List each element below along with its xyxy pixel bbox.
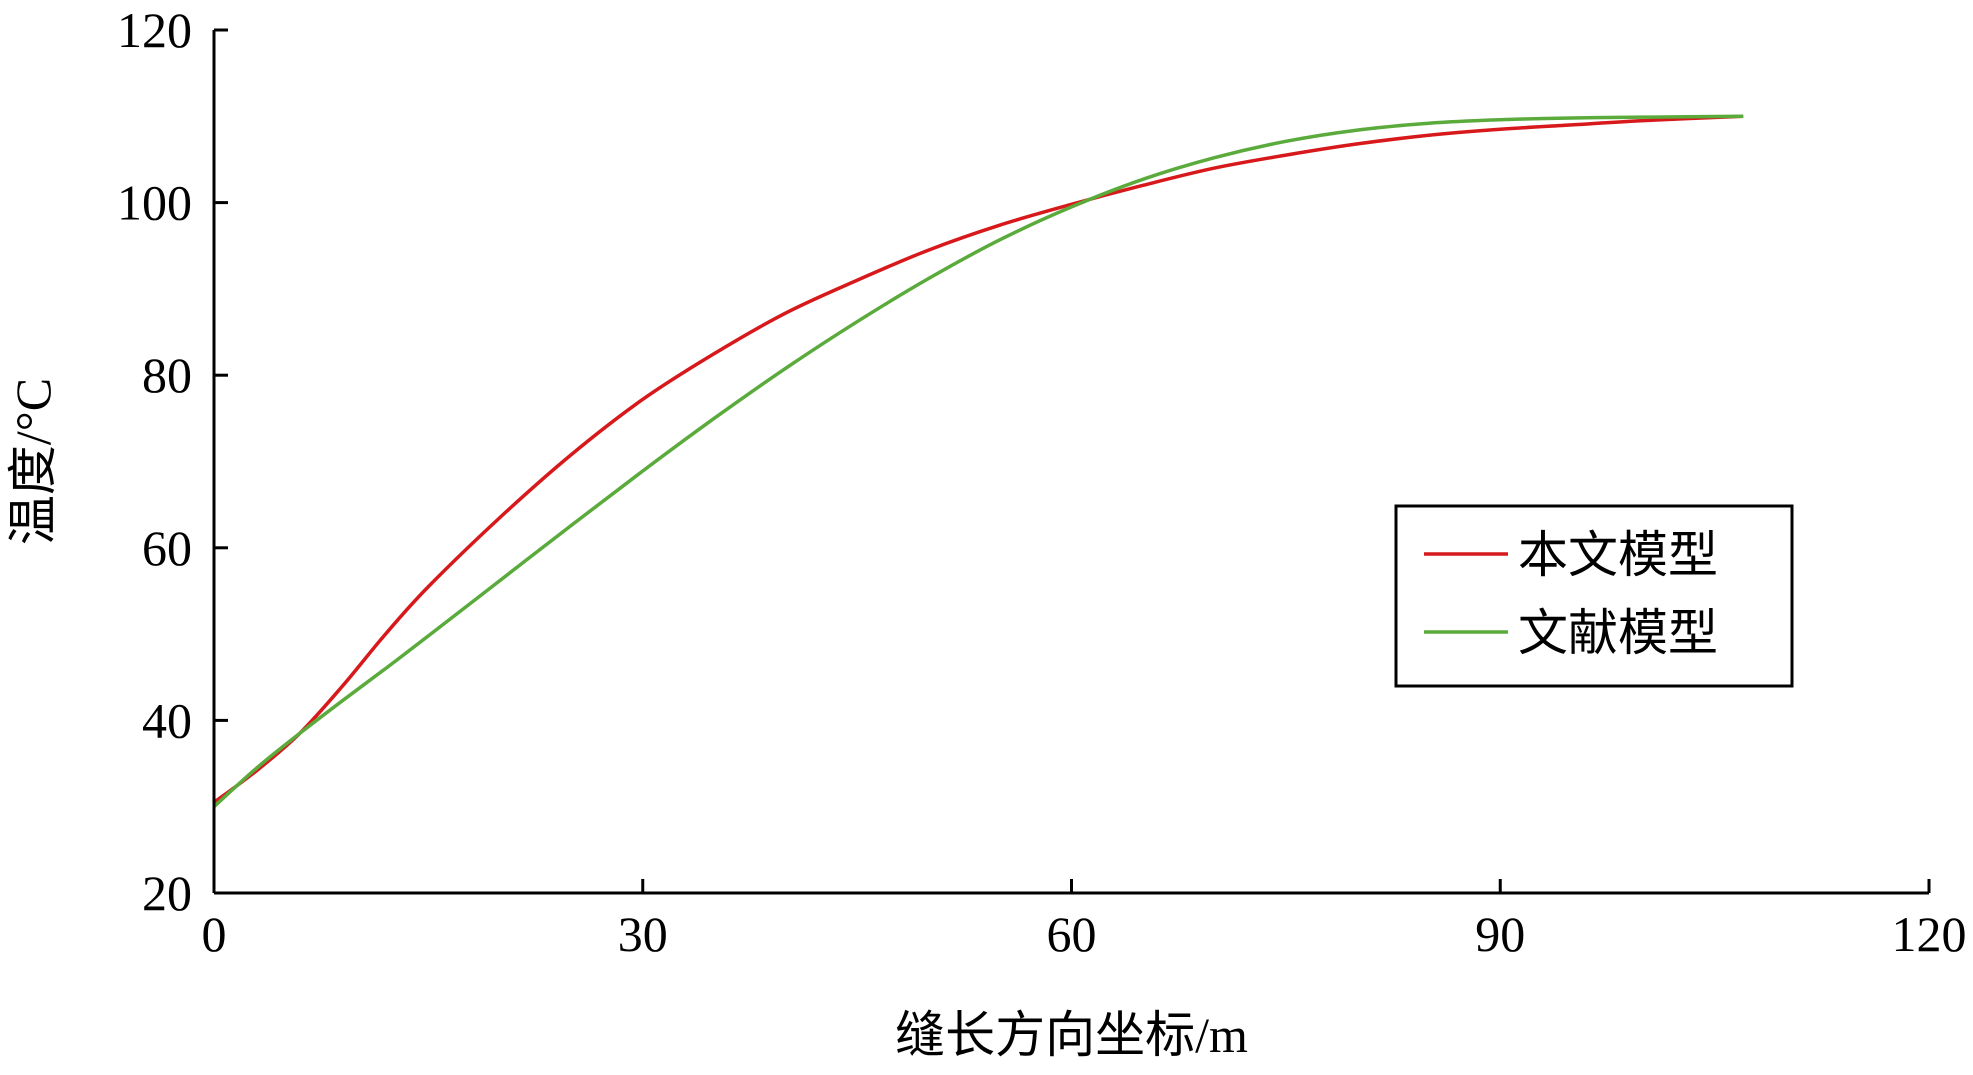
y-tick-label: 60 xyxy=(142,520,192,576)
y-axis-title: 温度/°C xyxy=(5,378,61,545)
axes xyxy=(212,30,1929,895)
y-tick-label: 100 xyxy=(117,175,192,231)
series-layer xyxy=(212,114,1744,808)
x-ticks: 0 30 60 90 120 xyxy=(202,879,1967,962)
legend-label-series-1: 本文模型 xyxy=(1518,527,1718,583)
x-tick-label: 30 xyxy=(618,906,668,962)
y-ticks: 20 40 60 80 100 120 xyxy=(117,2,228,921)
y-tick-label: 20 xyxy=(142,865,192,921)
y-tick-label: 120 xyxy=(117,2,192,58)
x-tick-label: 90 xyxy=(1475,906,1525,962)
series-line-1 xyxy=(212,114,1744,804)
series-line-2 xyxy=(212,114,1744,808)
y-tick-label: 80 xyxy=(142,347,192,403)
y-tick-label: 40 xyxy=(142,692,192,748)
legend-label-series-2: 文献模型 xyxy=(1518,605,1718,661)
x-axis-title: 缝长方向坐标/m xyxy=(895,1007,1248,1063)
legend: 本文模型 文献模型 xyxy=(1394,504,1794,688)
x-tick-label: 60 xyxy=(1047,906,1097,962)
x-tick-label: 120 xyxy=(1892,906,1967,962)
x-tick-label: 0 xyxy=(202,906,227,962)
legend-box xyxy=(1394,504,1794,688)
